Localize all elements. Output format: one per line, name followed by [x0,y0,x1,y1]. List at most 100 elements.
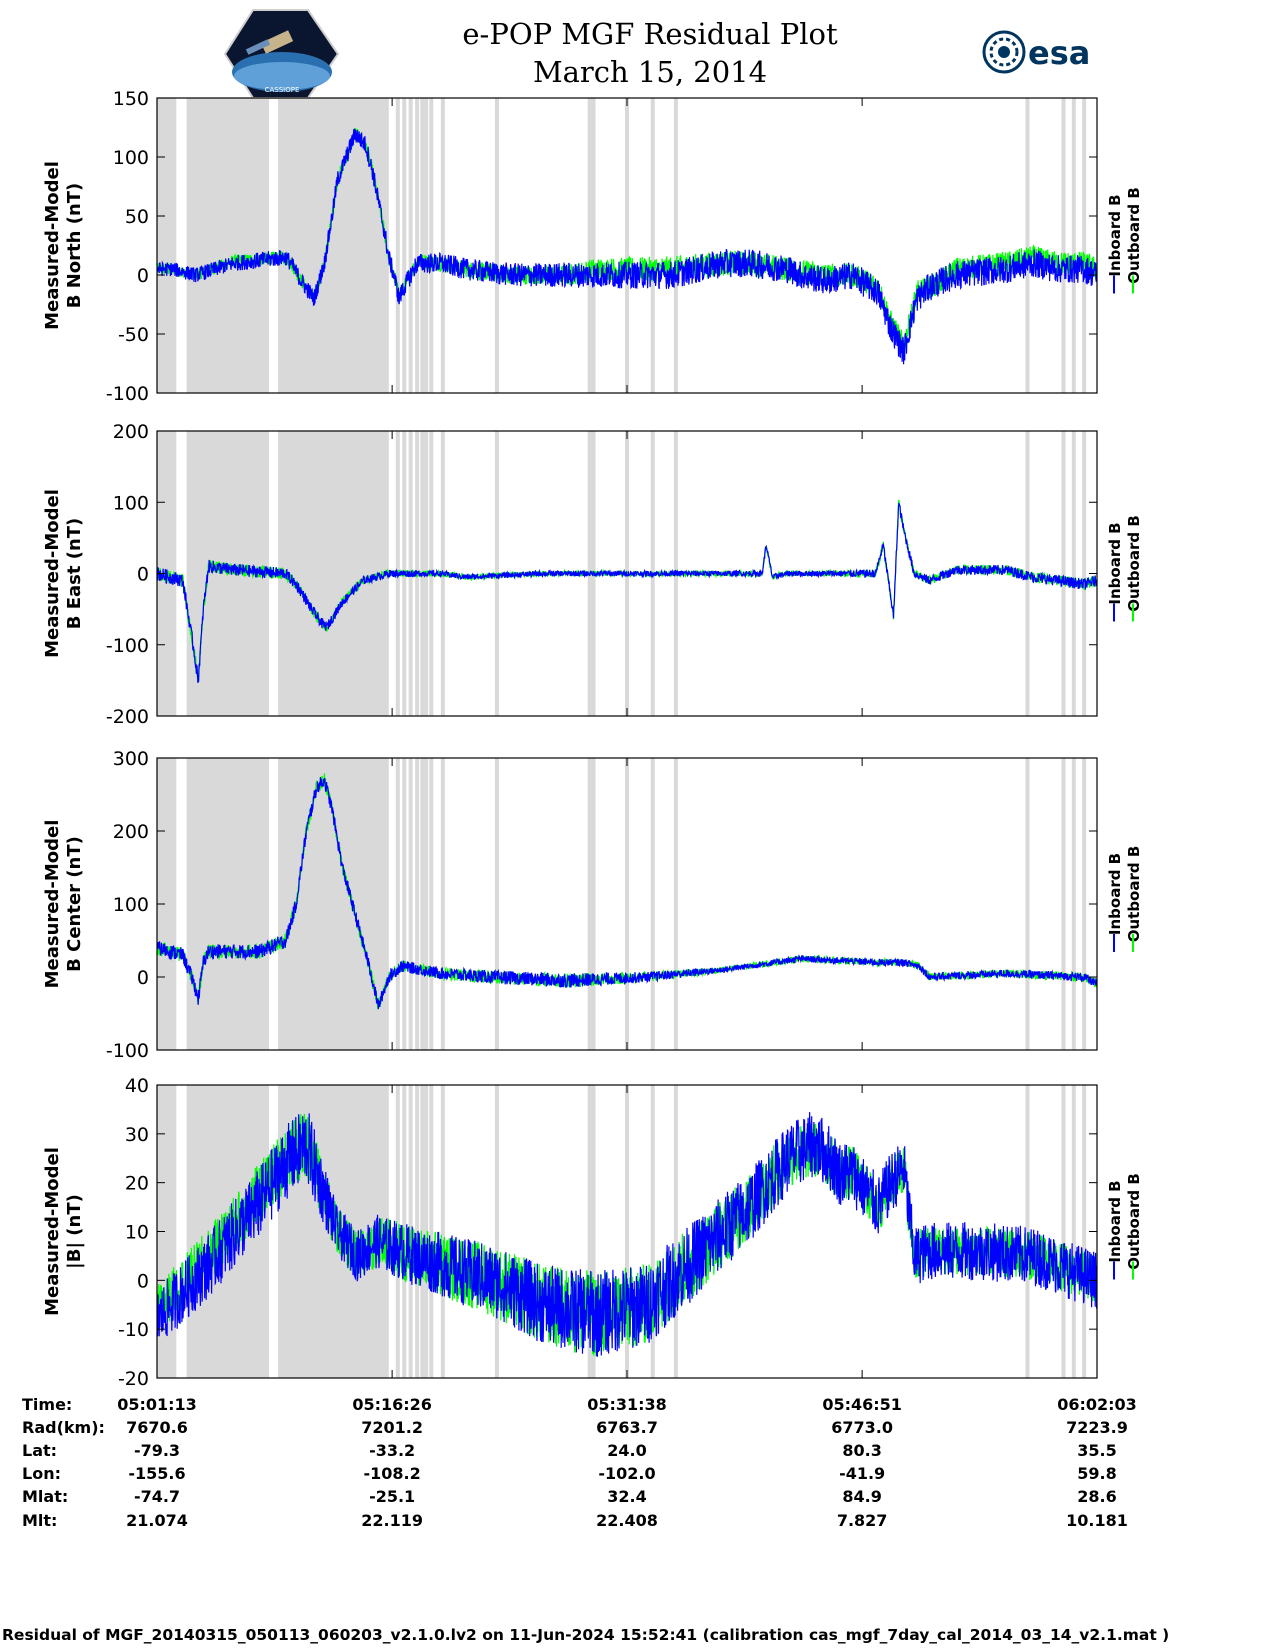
y-tick-label: 200 [113,421,149,443]
info-row-label: Time: [22,1395,72,1414]
info-cell: 35.5 [1077,1441,1116,1460]
info-cell: 05:31:38 [587,1395,667,1414]
info-row-label: Mlt: [22,1511,57,1530]
series-inboard-line [157,502,1097,684]
gap-line [650,1085,655,1378]
footer-text: Residual of MGF_20140315_050113_060203_v… [2,1626,1169,1644]
plot-title: e-POP MGF Residual Plot [462,17,838,51]
gap-line [402,98,407,393]
gap-line [1082,98,1087,393]
shaded-region [186,98,270,393]
shaded-region [278,98,389,393]
y-tick-label: -200 [106,706,149,728]
legend: Inboard B Outboard B [1106,1173,1143,1280]
info-cell: -33.2 [369,1441,415,1460]
info-cell: -25.1 [369,1487,415,1506]
y-axis-label: Measured-ModelB Center (nT) [42,820,85,989]
y-tick-label: 50 [125,206,149,228]
panel-center: 300 200 100 0 -100 Measured-ModelB Center (nT… [42,748,1143,1062]
info-cell: 6773.0 [831,1418,893,1437]
gap-line [1071,758,1076,1050]
gap-line [408,758,413,1050]
gap-line [420,98,425,393]
info-cell: -108.2 [364,1464,421,1483]
gap-line [395,758,400,1050]
y-tick-label: -100 [106,1040,149,1062]
legend-inboard-label: Inboard B [1106,522,1124,604]
gap-line [591,98,596,393]
info-cell: 32.4 [607,1487,646,1506]
y-tick-label: 10 [125,1222,149,1244]
gap-line [650,98,655,393]
gap-line [440,758,445,1050]
panel-north: 150 100 50 0 -50 -100 Measured-ModelB North (n… [42,88,1143,405]
info-cell: 21.074 [126,1511,188,1530]
gap-line [440,98,445,393]
gap-line [1025,758,1030,1050]
gap-line [1061,98,1066,393]
gap-line [625,1085,629,1378]
gap-line [424,758,429,1050]
gap-line [429,98,434,393]
shaded-region [157,98,177,393]
gap-line [1082,431,1087,716]
gap-line [587,98,592,393]
gap-line [420,1085,425,1378]
y-tick-label: -20 [118,1368,149,1390]
legend: Inboard B Outboard B [1106,187,1143,294]
gap-line [415,98,420,393]
gap-line [1025,1085,1030,1378]
y-axis-label: Measured-Model|B| (nT) [42,1147,85,1316]
y-tick-label: 200 [113,821,149,843]
info-row-label: Mlat: [22,1487,68,1506]
y-tick-label: 150 [113,88,149,110]
gap-line [1071,1085,1076,1378]
y-tick-label: 100 [113,894,149,916]
gap-line [494,98,499,393]
info-cell: 05:46:51 [822,1395,902,1414]
y-tick-label: -50 [118,324,149,346]
gap-line [415,1085,420,1378]
info-cell: 59.8 [1077,1464,1116,1483]
cassiope-logo: CASSIOPE [223,9,340,99]
orbit-info-table: Time: Rad(km): Lat: Lon: Mlat: Mlt: 05:01:13 76… [22,1395,1137,1530]
gap-line [1071,431,1076,716]
info-cell: 05:16:26 [352,1395,432,1414]
y-tick-label: 30 [125,1124,149,1146]
gap-line [408,98,413,393]
info-cell: -41.9 [839,1464,885,1483]
y-tick-label: -100 [106,383,149,405]
gap-line [673,758,678,1050]
gap-line [587,1085,592,1378]
y-tick-label: 0 [137,1270,149,1292]
info-cell: -102.0 [598,1464,655,1483]
info-cell: 05:01:13 [117,1395,197,1414]
gap-line [429,758,434,1050]
gap-line [591,758,596,1050]
gap-line [673,1085,678,1378]
shaded-region [278,431,389,716]
info-row-label: Lat: [22,1441,57,1460]
info-cell: -79.3 [134,1441,180,1460]
legend: Inboard B Outboard B [1106,515,1143,622]
legend-inboard-label: Inboard B [1106,853,1124,935]
legend-inboard-label: Inboard B [1106,1180,1124,1262]
series-inboard-line [157,776,1097,1010]
info-row-label: Lon: [22,1464,61,1483]
info-cell: 22.119 [361,1511,423,1530]
legend: Inboard B Outboard B [1106,846,1143,952]
cassiope-logo-text: CASSIOPE [265,86,300,94]
gap-line [440,1085,445,1378]
gap-line [424,1085,429,1378]
gap-line [587,758,592,1050]
gap-line [625,758,629,1050]
gap-line [591,1085,596,1378]
info-cell: -74.7 [134,1487,180,1506]
header: CASSIOPE e-POP MGF Residual Plot March 1… [223,9,1090,99]
y-tick-label: 0 [137,564,149,586]
y-tick-label: -100 [106,635,149,657]
legend-inboard-label: Inboard B [1106,194,1124,276]
esa-logo: esa [982,30,1090,74]
series-inboard-line [157,1112,1097,1357]
